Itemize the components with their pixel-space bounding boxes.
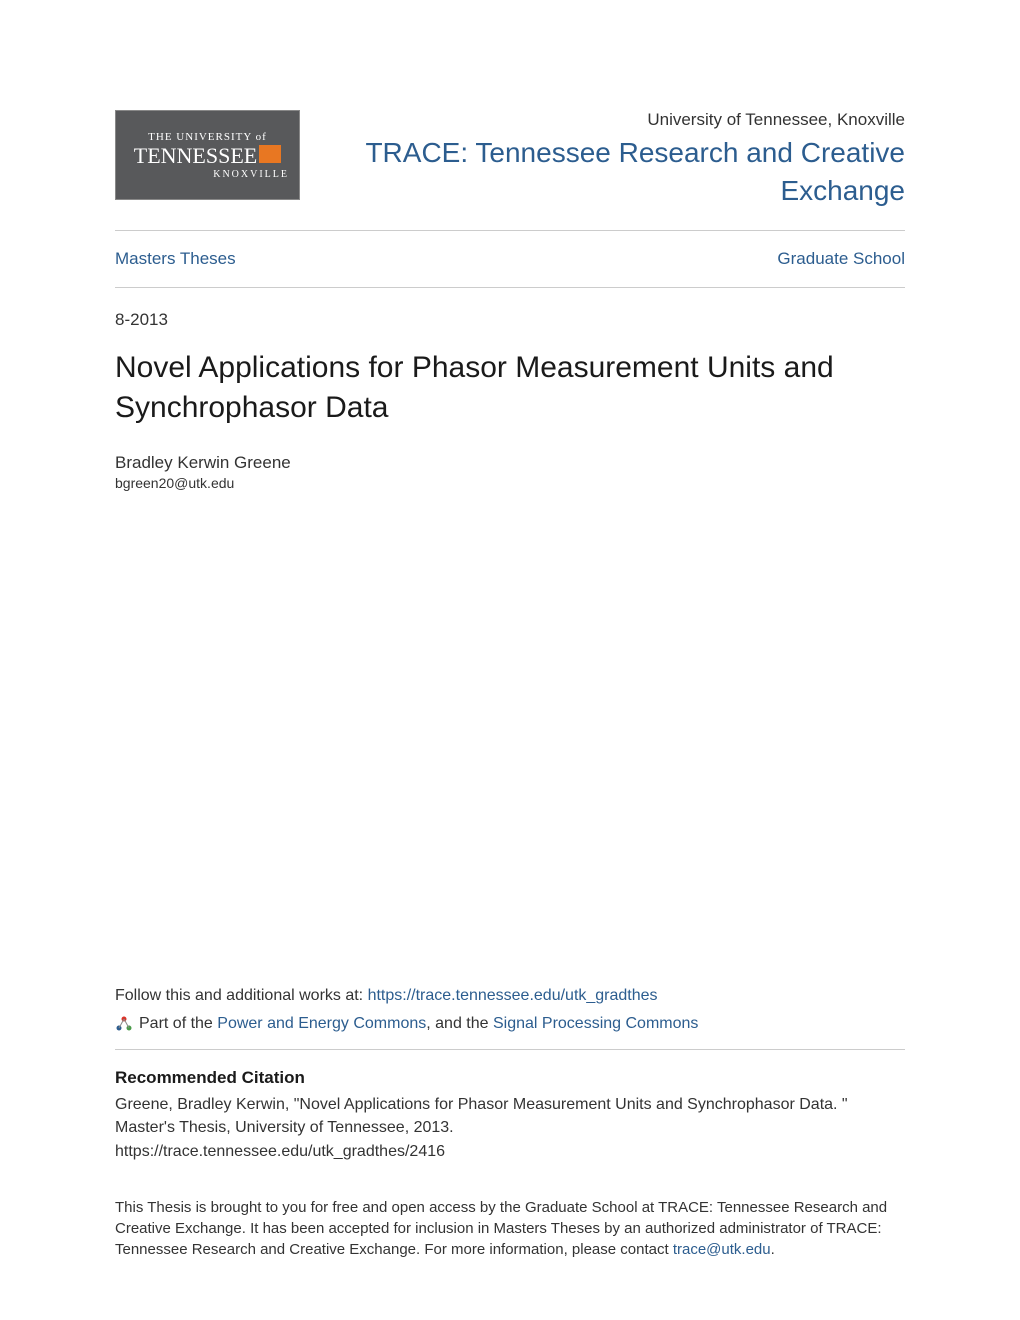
author-email: bgreen20@utk.edu: [115, 475, 905, 491]
partof-prefix: Part of the: [139, 1015, 217, 1032]
divider-nav: [115, 287, 905, 288]
logo-line2: TENNESSEE: [134, 143, 281, 169]
header-block: THE UNIVERSITY of TENNESSEE KNOXVILLE Un…: [115, 110, 905, 210]
partof-mid: , and the: [426, 1015, 493, 1032]
author-name: Bradley Kerwin Greene: [115, 453, 905, 473]
citation-text: Greene, Bradley Kerwin, "Novel Applicati…: [115, 1094, 905, 1139]
publication-date: 8-2013: [115, 310, 905, 330]
divider-citation: [115, 1049, 905, 1050]
footer-text: This Thesis is brought to you for free a…: [115, 1197, 905, 1260]
follow-line: Follow this and additional works at: htt…: [115, 987, 905, 1005]
logo-ut-icon: [259, 145, 281, 163]
institution-name: University of Tennessee, Knoxville: [320, 110, 905, 130]
nav-row: Masters Theses Graduate School: [115, 231, 905, 287]
follow-prefix: Follow this and additional works at:: [115, 987, 368, 1004]
logo-line3: KNOXVILLE: [213, 169, 289, 180]
footer-suffix: .: [771, 1241, 775, 1258]
partof-line: Part of the Power and Energy Commons, an…: [115, 1015, 905, 1033]
citation-heading: Recommended Citation: [115, 1068, 905, 1088]
document-title: Novel Applications for Phasor Measuremen…: [115, 348, 905, 429]
commons-link-2[interactable]: Signal Processing Commons: [493, 1015, 698, 1032]
citation-url: https://trace.tennessee.edu/utk_gradthes…: [115, 1143, 905, 1161]
repository-name-link[interactable]: TRACE: Tennessee Research and Creative E…: [320, 134, 905, 210]
follow-url-link[interactable]: https://trace.tennessee.edu/utk_gradthes: [368, 987, 658, 1004]
contact-email-link[interactable]: trace@utk.edu: [673, 1241, 771, 1258]
logo-line1: THE UNIVERSITY of: [148, 131, 267, 143]
collection-link[interactable]: Masters Theses: [115, 249, 236, 269]
commons-link-1[interactable]: Power and Energy Commons: [217, 1015, 426, 1032]
graduate-school-link[interactable]: Graduate School: [777, 249, 905, 269]
university-logo: THE UNIVERSITY of TENNESSEE KNOXVILLE: [115, 110, 300, 200]
network-commons-icon: [115, 1015, 133, 1033]
header-text: University of Tennessee, Knoxville TRACE…: [320, 110, 905, 210]
bottom-section: Follow this and additional works at: htt…: [115, 987, 905, 1260]
